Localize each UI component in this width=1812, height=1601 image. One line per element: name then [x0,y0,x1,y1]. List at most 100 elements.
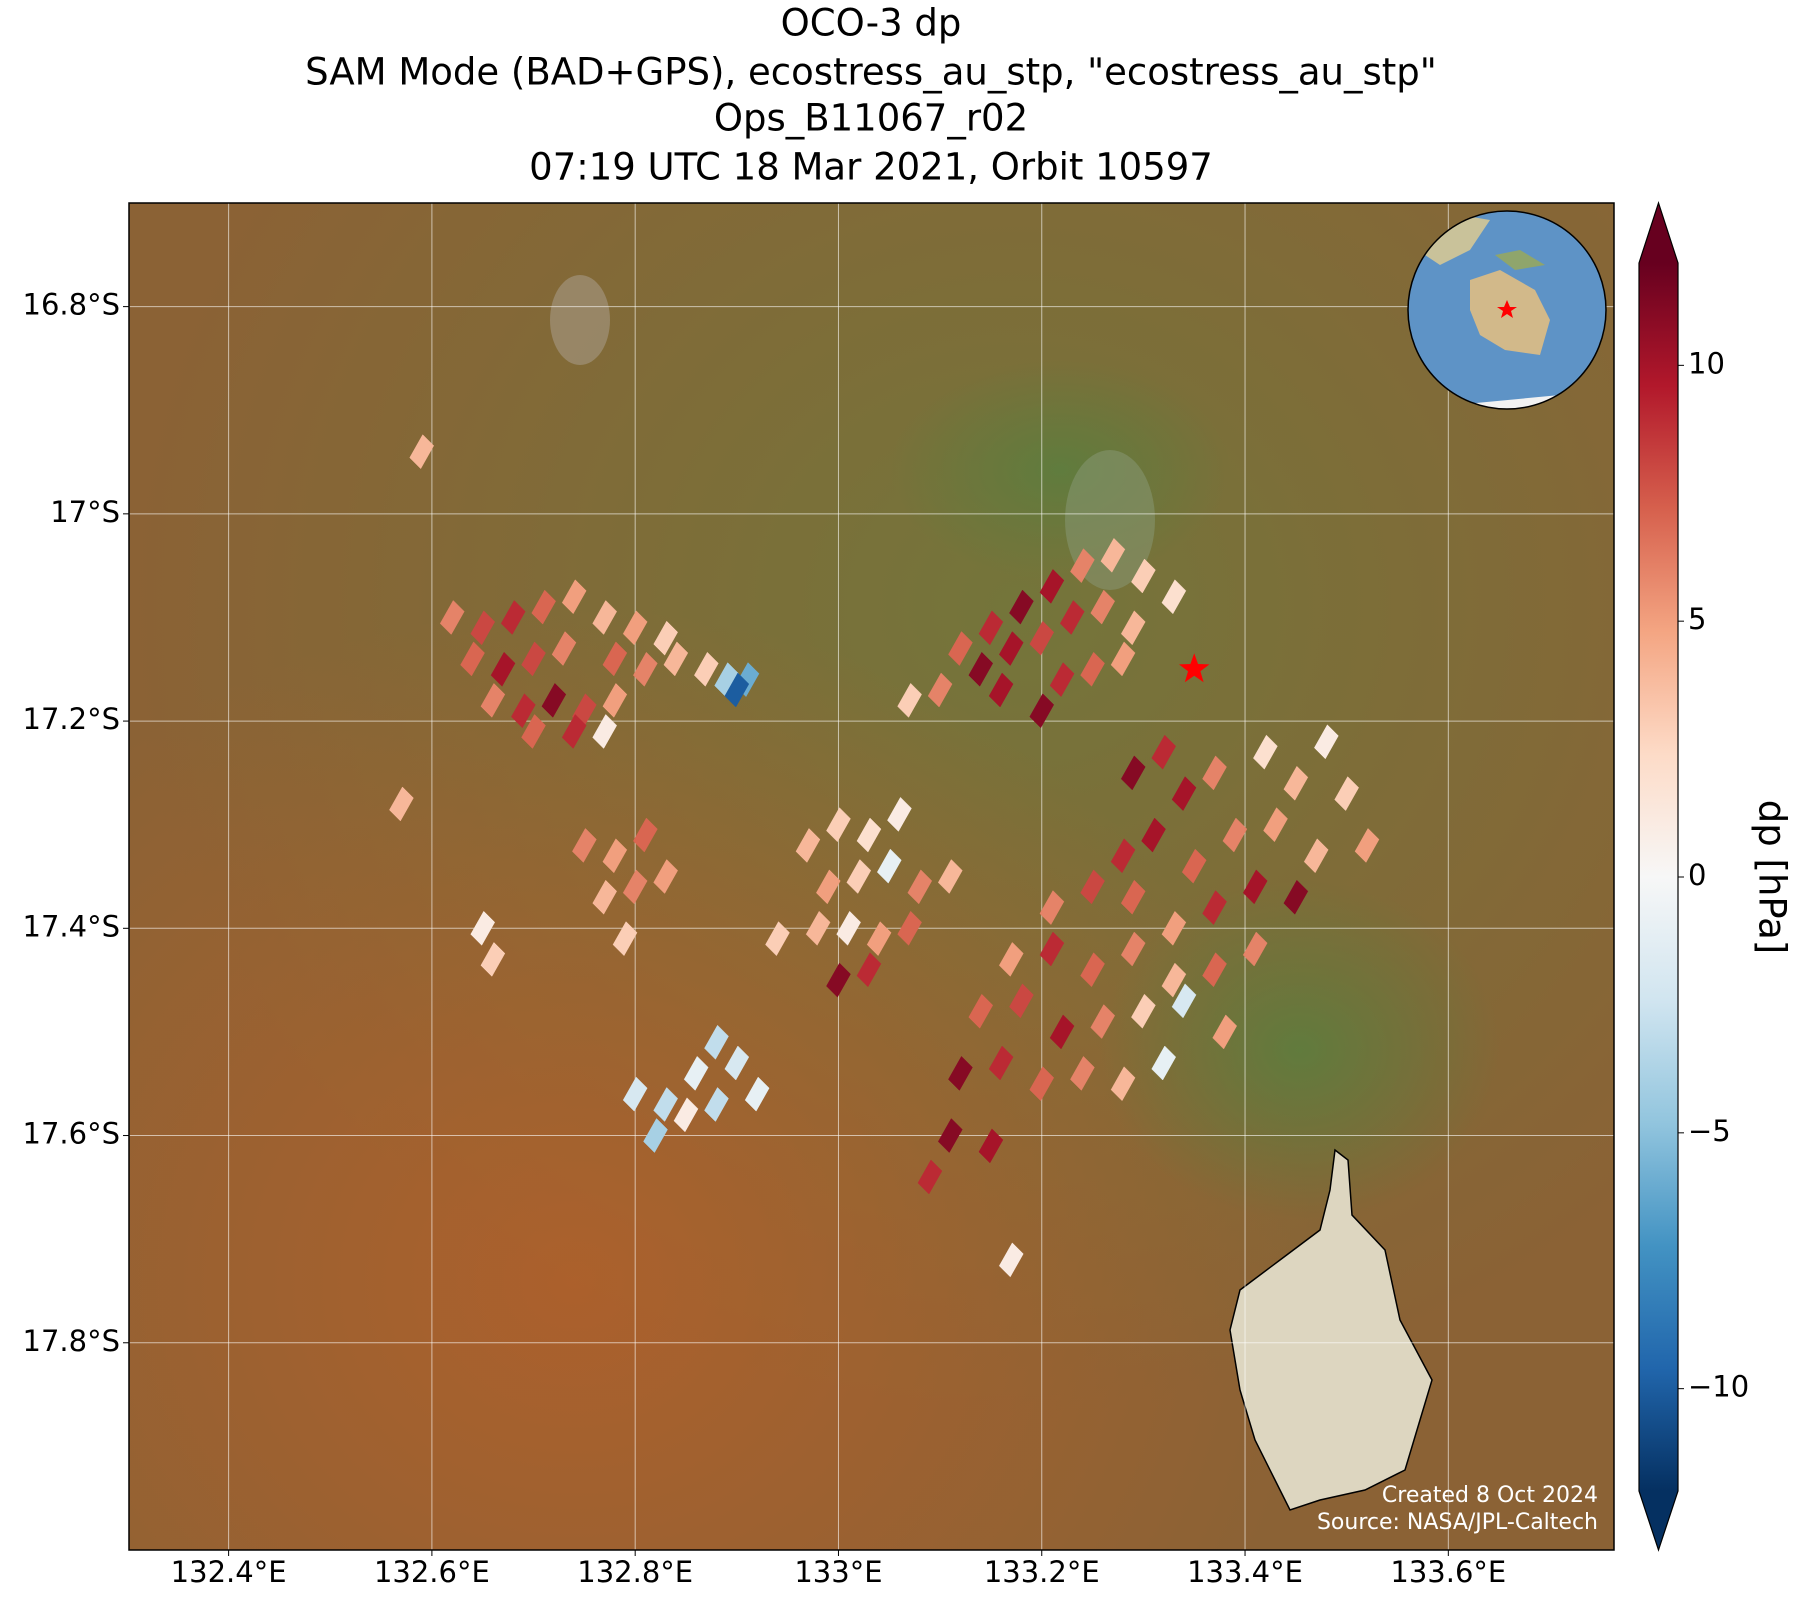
sounding-cell [531,589,557,625]
colorbar-tick-label: −10 [1688,1370,1749,1404]
sounding-cell [1090,1004,1116,1039]
sounding-cell [1070,548,1095,584]
sounding-cell [592,600,617,635]
sounding-cell [1283,879,1309,915]
sounding-cell [409,434,435,470]
target-star [1178,653,1210,683]
sounding-cell [1212,1014,1238,1050]
sounding-cell [1049,662,1075,698]
sounding-cell [1009,589,1034,625]
sounding-cell [511,693,536,729]
x-tick-label: 132.8°E [577,1555,693,1589]
sounding-cell [1110,641,1136,677]
colorbar-outline [1638,201,1679,1552]
sounding-cell [694,651,719,687]
sounding-cell [897,910,922,946]
sounding-cell [1080,869,1105,905]
sounding-cell [633,817,658,853]
sounding-cell [1171,776,1197,812]
sounding-cell [1080,651,1105,687]
sounding-cell [1039,568,1065,604]
sounding-cell [998,941,1024,977]
x-tick-label: 132.4°E [171,1555,287,1589]
sounding-cell [1314,724,1339,760]
sounding-cell [1059,600,1085,635]
sounding-cell [968,993,994,1029]
x-tick-label: 133.2°E [984,1555,1100,1589]
sounding-cell [1161,910,1187,946]
sounding-cell [917,1159,943,1195]
sounding-cell [1222,817,1248,853]
sounding-cell [948,631,973,666]
sounding-cell [389,786,414,822]
sounding-cell [1090,589,1116,625]
sounding-cell [1334,776,1359,812]
sounding-cell [724,672,750,708]
x-tick-label: 133°E [794,1555,882,1589]
sounding-cell [856,817,882,853]
sounding-cell [907,869,933,905]
sounding-cell [978,610,1004,646]
sounding-cell [592,879,617,915]
sounding-cell [1141,817,1166,853]
colorbar-extend-bottom [1639,1491,1678,1550]
sounding-cell [541,682,567,718]
colorbar-extend-top [1639,203,1678,263]
sounding-cell [551,631,577,666]
colorbar-label: dp [hPa] [1751,800,1794,954]
sounding-cell [1131,993,1156,1029]
sounding-cell [500,600,526,635]
y-tick-label: 17°S [50,495,120,529]
sounding-cell [866,921,892,957]
colorbar [1639,263,1678,1491]
sounding-cell [633,651,658,687]
sounding-cell [653,1087,678,1122]
sounding-cell [1202,755,1227,791]
sounding-cell [490,651,516,687]
sounding-cell [948,1055,973,1091]
sounding-cell [1354,828,1380,863]
sounding-cell [1049,1014,1075,1050]
sounding-cell [887,796,912,832]
colorbar-tick-label: 0 [1688,858,1706,892]
sounding-cell [704,1024,729,1060]
map-frame [128,202,1615,1551]
sounding-cell [1202,890,1227,925]
sounding-cell [897,682,922,718]
sounding-cell [480,941,506,977]
y-tick-label: 17.4°S [23,909,120,943]
sounding-cell [1161,962,1187,998]
x-tick-label: 133.4°E [1187,1555,1303,1589]
sounding-cell [1070,1055,1095,1091]
sounding-cell [795,828,821,863]
sounding-cell [826,962,851,998]
sounding-cell [572,828,597,863]
sounding-cell [1283,765,1309,801]
sounding-cell [724,1045,750,1081]
sounding-cell [1080,952,1105,988]
sounding-cell [602,641,628,677]
y-tick-label: 17.2°S [23,702,120,736]
sounding-cell [1253,734,1278,770]
y-tick-label: 17.6°S [23,1117,120,1151]
sounding-cell [1263,807,1288,843]
satellite-background [129,203,1614,1550]
sounding-cell [1009,983,1034,1019]
sounding-cell [815,869,841,905]
title-line: OCO-3 dp [781,2,962,45]
x-tick-label: 132.6°E [374,1555,490,1589]
sounding-cell [1202,952,1227,988]
sounding-cell [1303,838,1329,874]
sounding-cell [988,1045,1014,1081]
sounding-cell [1100,537,1126,573]
sounding-cell [1029,693,1055,729]
sounding-cell [1131,558,1156,594]
sounding-cell [622,610,648,646]
sounding-cell [927,672,953,708]
sounding-cell [521,641,546,677]
sounding-cell [602,682,628,718]
sounding-cell [1151,1045,1177,1081]
sounding-cell [612,921,638,957]
sounding-cell [968,651,994,687]
